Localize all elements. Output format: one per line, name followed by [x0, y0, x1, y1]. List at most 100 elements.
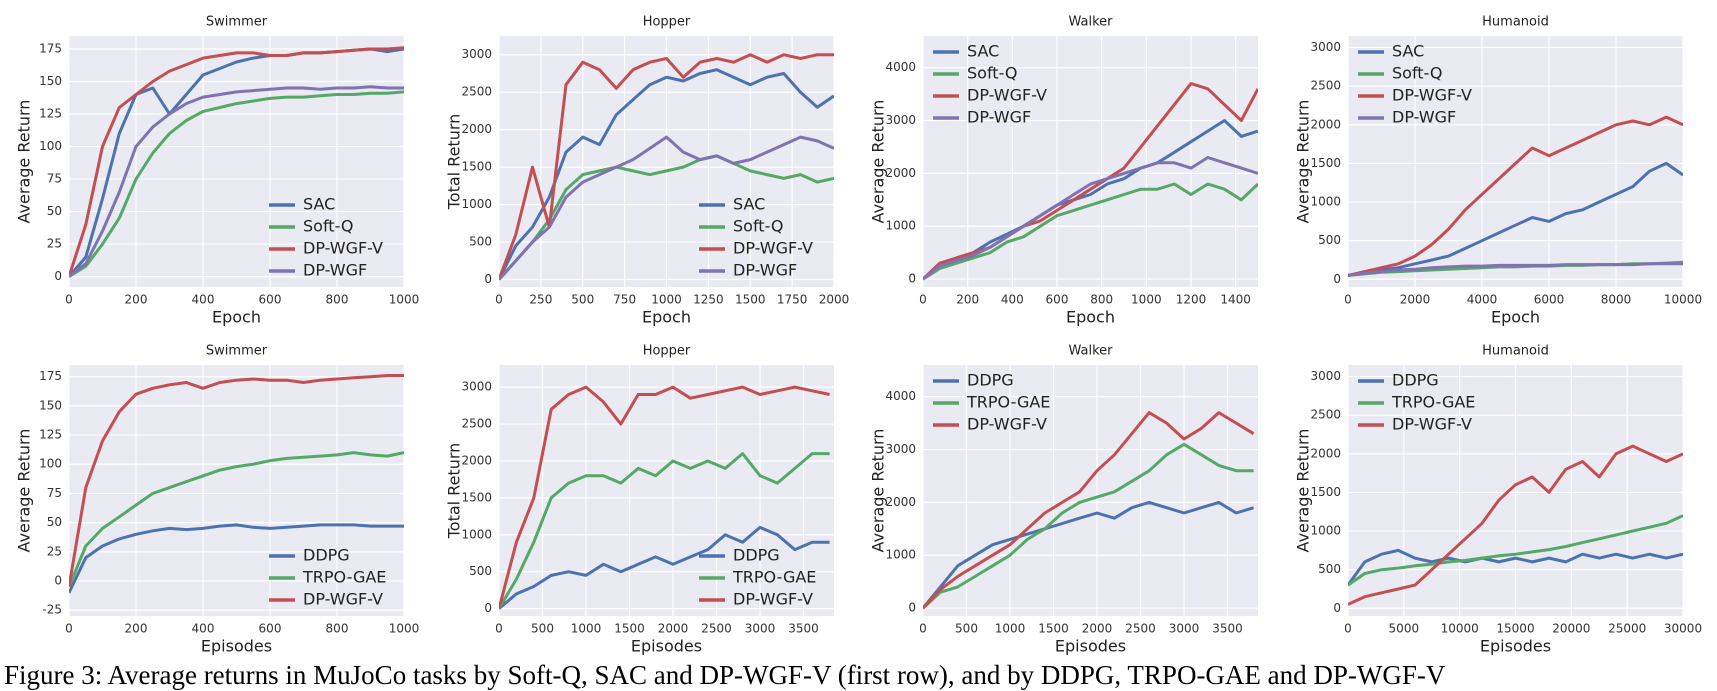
y-tick-label: 0	[484, 272, 492, 286]
legend-label: TRPO-GAE	[302, 568, 386, 587]
y-axis-label: Average Return	[1294, 100, 1313, 224]
series-line	[1348, 514, 1683, 587]
y-tick-label: 0	[54, 269, 62, 283]
x-tick-label: 4000	[1467, 293, 1498, 307]
series-line	[499, 154, 834, 281]
x-tick-label: 6000	[1534, 293, 1565, 307]
x-tick-label: 0	[1344, 622, 1352, 636]
y-tick-label: 25	[47, 237, 62, 251]
x-tick-label: 200	[956, 293, 979, 307]
series-line	[1348, 115, 1683, 277]
legend-label: DDPG	[967, 371, 1014, 390]
y-tick-label: 1500	[461, 160, 492, 174]
y-tick-label: 2500	[1310, 79, 1341, 93]
x-tick-label: 1250	[693, 293, 724, 307]
y-tick-label: 3000	[461, 47, 492, 61]
y-axis-label: Average Return	[15, 429, 34, 553]
legend-label: Soft-Q	[303, 217, 354, 236]
y-axis-label: Average Return	[869, 429, 888, 553]
y-tick-label: 150	[39, 398, 62, 412]
x-tick-label: 500	[955, 622, 978, 636]
legend-label: Soft-Q	[1392, 64, 1443, 83]
x-tick-label: 8000	[1601, 293, 1632, 307]
y-tick-label: 75	[47, 172, 62, 186]
legend-label: DDPG	[303, 546, 350, 565]
x-tick-label: 3000	[745, 622, 776, 636]
y-tick-label: 0	[908, 272, 916, 286]
series-line	[499, 525, 830, 610]
x-tick-label: 400	[192, 622, 215, 636]
y-tick-label: 2500	[461, 85, 492, 99]
series-line	[1348, 548, 1683, 586]
legend-label: TRPO-GAE	[732, 568, 816, 587]
legend-label: Soft-Q	[967, 64, 1018, 83]
legend-label: DP-WGF	[967, 108, 1031, 127]
x-tick-label: 500	[531, 622, 554, 636]
legend-label: SAC	[303, 195, 335, 214]
series-line	[923, 156, 1258, 281]
x-axis-label: Episodes	[1055, 637, 1126, 656]
y-tick-label: 0	[1333, 272, 1341, 286]
y-tick-label: 4000	[885, 60, 916, 74]
series-line	[1348, 161, 1683, 277]
legend-label: DP-WGF	[303, 261, 367, 280]
y-tick-label: 2000	[461, 122, 492, 136]
series-line	[69, 85, 404, 278]
series-line	[499, 385, 830, 609]
legend-label: DDPG	[1392, 371, 1439, 390]
y-tick-label: 2500	[1310, 408, 1341, 422]
legend-label: SAC	[1392, 42, 1424, 61]
chart-title: Hopper	[643, 344, 691, 359]
y-tick-label: 1000	[461, 527, 492, 541]
series-line	[69, 90, 404, 278]
x-tick-label: 0	[919, 293, 927, 307]
legend-label: DP-WGF-V	[967, 86, 1047, 105]
y-axis-label: Average Return	[869, 100, 888, 224]
y-tick-label: 3000	[885, 442, 916, 456]
legend-label: DP-WGF-V	[303, 239, 383, 258]
x-tick-label: 3500	[788, 622, 819, 636]
x-tick-label: 1750	[777, 293, 808, 307]
x-axis-label: Epoch	[1066, 308, 1115, 327]
series-line	[499, 452, 830, 610]
x-tick-label: 1500	[735, 293, 766, 307]
x-tick-label: 1500	[1038, 622, 1069, 636]
y-tick-label: 2500	[461, 417, 492, 431]
x-tick-label: 2500	[701, 622, 732, 636]
y-tick-label: 3000	[461, 380, 492, 394]
series-line	[69, 451, 404, 588]
y-tick-label: 2000	[885, 166, 916, 180]
y-tick-label: 0	[908, 601, 916, 615]
series-line	[923, 119, 1258, 281]
x-axis-label: Episodes	[631, 637, 702, 656]
x-tick-label: 800	[326, 622, 349, 636]
x-tick-label: 400	[1001, 293, 1024, 307]
x-tick-label: 600	[259, 622, 282, 636]
y-tick-label: 100	[39, 139, 62, 153]
series-line	[1348, 262, 1683, 277]
x-tick-label: 1000	[389, 293, 420, 307]
y-tick-label: 1000	[885, 548, 916, 562]
x-tick-label: 3500	[1212, 622, 1243, 636]
x-tick-label: 1000	[1131, 293, 1162, 307]
x-axis-label: Epoch	[642, 308, 691, 327]
y-tick-label: 2000	[885, 495, 916, 509]
legend-label: Soft-Q	[733, 217, 784, 236]
series-line	[923, 442, 1254, 610]
y-tick-label: 100	[39, 457, 62, 471]
y-tick-label: 500	[469, 564, 492, 578]
legend-label: DP-WGF-V	[1392, 86, 1472, 105]
series-line	[499, 135, 834, 281]
y-tick-label: 1500	[1310, 485, 1341, 499]
x-tick-label: 0	[495, 622, 503, 636]
chart-title: Hopper	[643, 15, 691, 30]
x-tick-label: 200	[125, 293, 148, 307]
series-line	[69, 374, 404, 588]
x-tick-label: 500	[571, 293, 594, 307]
series-line	[923, 500, 1255, 610]
x-tick-label: 1200	[1176, 293, 1207, 307]
x-tick-label: 20000	[1552, 622, 1590, 636]
y-tick-label: 2000	[1310, 446, 1341, 460]
y-tick-label: 75	[47, 486, 62, 500]
